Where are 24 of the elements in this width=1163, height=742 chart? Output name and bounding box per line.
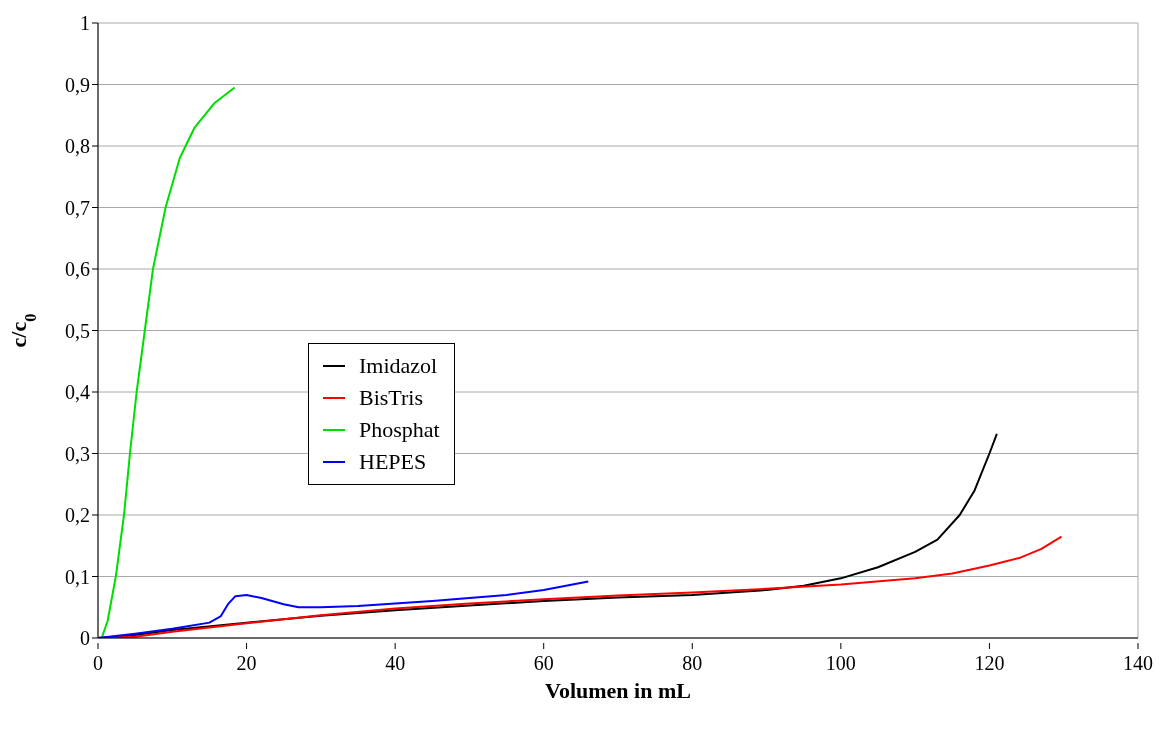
y-tick-label: 0,1 bbox=[65, 565, 90, 588]
legend-label: BisTris bbox=[359, 384, 424, 412]
legend-label: HEPES bbox=[359, 448, 427, 476]
x-tick-label: 60 bbox=[533, 652, 554, 674]
x-tick-label: 80 bbox=[682, 652, 703, 674]
y-tick-label: 0,7 bbox=[65, 196, 90, 219]
x-tick-label: 140 bbox=[1123, 652, 1153, 674]
y-tick-label: 0 bbox=[80, 627, 90, 650]
x-tick-label: 20 bbox=[236, 652, 257, 674]
y-tick-label: 1 bbox=[80, 12, 90, 35]
y-tick-label: 0,8 bbox=[65, 135, 90, 158]
x-tick-label: 120 bbox=[974, 652, 1005, 674]
y-tick-label: 0,9 bbox=[65, 73, 90, 96]
y-tick-label: 0,5 bbox=[65, 319, 90, 342]
y-tick-label: 0,4 bbox=[65, 381, 90, 404]
line-series bbox=[100, 86, 236, 638]
x-tick-label: 100 bbox=[825, 652, 856, 674]
legend-label: Imidazol bbox=[359, 352, 438, 380]
x-axis-title: Volumen in mL bbox=[545, 678, 691, 703]
y-tick-label: 0,3 bbox=[65, 442, 90, 465]
y-tick-label: 0,6 bbox=[65, 258, 90, 281]
y-tick-label: 0,2 bbox=[65, 504, 90, 527]
legend-label: Phosphat bbox=[359, 416, 440, 444]
x-tick-label: 40 bbox=[385, 652, 406, 674]
